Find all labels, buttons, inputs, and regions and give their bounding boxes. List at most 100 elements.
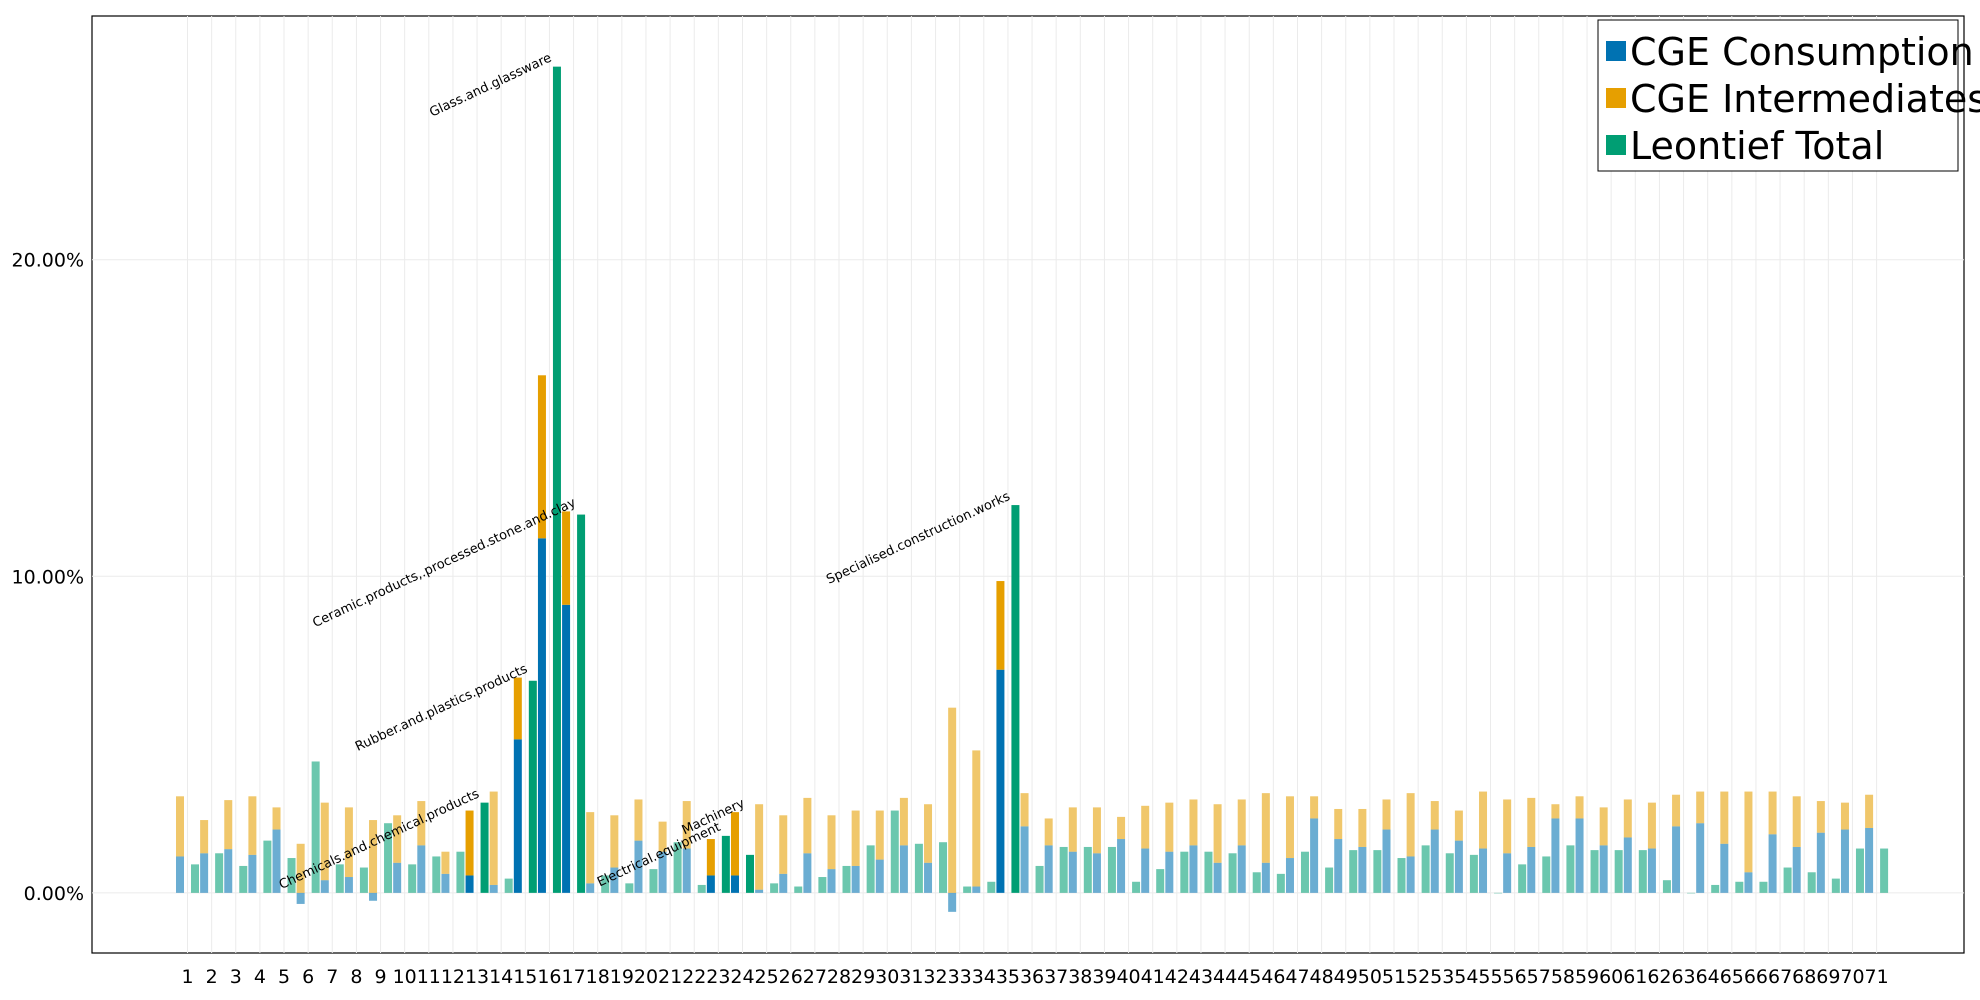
legend-label: CGE Intermediates	[1630, 77, 1980, 121]
x-tick-label: 67	[1768, 966, 1792, 988]
bar-leontief-total	[504, 878, 513, 893]
bar-leontief-total	[842, 865, 851, 893]
bar-cge-intermediates	[634, 799, 643, 841]
x-tick-label: 27	[803, 966, 827, 988]
bar-cge-intermediates	[1647, 802, 1656, 849]
bar-leontief-total	[1300, 851, 1309, 893]
bar-leontief-total	[335, 864, 344, 893]
x-tick-label: 60	[1599, 966, 1623, 988]
x-tick-label: 40	[1116, 966, 1140, 988]
bar-cge-consumption	[1720, 843, 1729, 893]
bar-leontief-total	[1807, 872, 1816, 893]
x-tick-label: 13	[465, 966, 489, 988]
bar-cge-intermediates	[1406, 793, 1415, 857]
bar-cge-consumption	[1840, 829, 1849, 893]
bar-cge-consumption	[730, 875, 739, 893]
bar-cge-intermediates	[972, 750, 981, 887]
bar-leontief-total	[1035, 865, 1044, 893]
bar-leontief-total	[1252, 872, 1261, 893]
bar-cge-intermediates	[1840, 802, 1849, 830]
x-tick-label: 46	[1261, 966, 1285, 988]
x-tick-label: 3	[230, 966, 242, 988]
bar-leontief-total	[1590, 850, 1599, 893]
bar-cge-intermediates	[730, 812, 739, 876]
bar-leontief-total	[1276, 873, 1285, 893]
grid	[92, 16, 1964, 953]
x-tick-label: 18	[586, 966, 610, 988]
bar-leontief-total	[456, 851, 465, 893]
bar-cge-consumption	[272, 829, 281, 893]
x-tick-label: 55	[1478, 966, 1502, 988]
x-tick-label: 36	[1020, 966, 1044, 988]
bar-cge-consumption	[296, 892, 305, 904]
bar-cge-intermediates	[1141, 805, 1150, 849]
x-tick-label: 39	[1092, 966, 1116, 988]
bar-cge-consumption	[1623, 837, 1632, 893]
bar-leontief-total	[1349, 850, 1358, 893]
legend-swatch	[1606, 41, 1626, 61]
bar-cge-intermediates	[1092, 807, 1101, 854]
x-tick-label: 35	[996, 966, 1020, 988]
bar-cge-consumption	[1285, 858, 1294, 893]
bar-cge-intermediates	[1334, 808, 1343, 840]
bar-cge-intermediates	[586, 812, 595, 884]
x-tick-label: 63	[1671, 966, 1695, 988]
bar-leontief-total	[1687, 892, 1696, 894]
bar-cge-consumption	[513, 739, 522, 893]
bar-leontief-total	[890, 810, 899, 893]
bar-leontief-total	[480, 802, 489, 893]
bar-cge-consumption	[320, 880, 329, 893]
bar-leontief-total	[1783, 867, 1792, 893]
bar-cge-intermediates	[1454, 810, 1463, 841]
bar-leontief-total	[1494, 892, 1503, 894]
bar-cge-intermediates	[682, 801, 691, 849]
bar-cge-consumption	[489, 884, 498, 893]
bar-leontief-total	[1421, 845, 1430, 893]
bar-cge-consumption	[1865, 827, 1874, 893]
x-tick-label: 33	[948, 966, 972, 988]
bar-cge-consumption	[586, 883, 595, 893]
bar-cge-intermediates	[417, 801, 426, 846]
bar-cge-consumption	[755, 889, 764, 893]
bar-cge-consumption	[1696, 823, 1705, 893]
bar-cge-consumption	[1479, 848, 1488, 893]
bar-leontief-total	[1614, 850, 1623, 893]
bar-leontief-total	[1469, 854, 1478, 893]
bar-leontief-total	[987, 881, 996, 893]
bar-leontief-total	[1831, 878, 1840, 893]
x-tick-label: 44	[1213, 966, 1237, 988]
x-tick-label: 20	[634, 966, 658, 988]
bar-leontief-total	[1759, 881, 1768, 893]
x-tick-label: 68	[1792, 966, 1816, 988]
x-tick-label: 53	[1430, 966, 1454, 988]
bar-leontief-total	[552, 66, 561, 893]
bar-cge-intermediates	[1044, 818, 1053, 846]
bar-annotation: Specialised.construction.works	[824, 489, 1013, 588]
x-tick-label: 51	[1382, 966, 1406, 988]
bar-cge-intermediates	[1310, 796, 1319, 819]
bar-cge-intermediates	[1720, 791, 1729, 844]
bar-leontief-total	[1711, 884, 1720, 893]
bar-cge-intermediates	[344, 807, 353, 878]
bar-cge-consumption	[1768, 834, 1777, 893]
bar-cge-consumption	[634, 840, 643, 893]
bar-cge-intermediates	[706, 839, 715, 876]
bar-leontief-total	[1855, 848, 1864, 893]
bar-cge-intermediates	[827, 815, 836, 870]
bar-leontief-total	[601, 875, 610, 893]
bar-cge-intermediates	[1527, 797, 1536, 847]
x-tick-label: 66	[1744, 966, 1768, 988]
bar-leontief-total	[359, 867, 368, 893]
x-tick-label: 49	[1334, 966, 1358, 988]
bar-cge-intermediates	[899, 797, 908, 846]
bar-cge-intermediates	[1117, 816, 1126, 840]
bar-cge-intermediates	[1261, 793, 1270, 863]
bar-cge-intermediates	[610, 815, 619, 868]
x-tick-label: 17	[561, 966, 585, 988]
bar-cge-intermediates	[1672, 794, 1681, 827]
bar-leontief-total	[432, 856, 441, 893]
bar-leontief-total	[311, 761, 320, 893]
bar-cge-consumption	[200, 853, 209, 893]
bar-cge-intermediates	[296, 843, 305, 893]
